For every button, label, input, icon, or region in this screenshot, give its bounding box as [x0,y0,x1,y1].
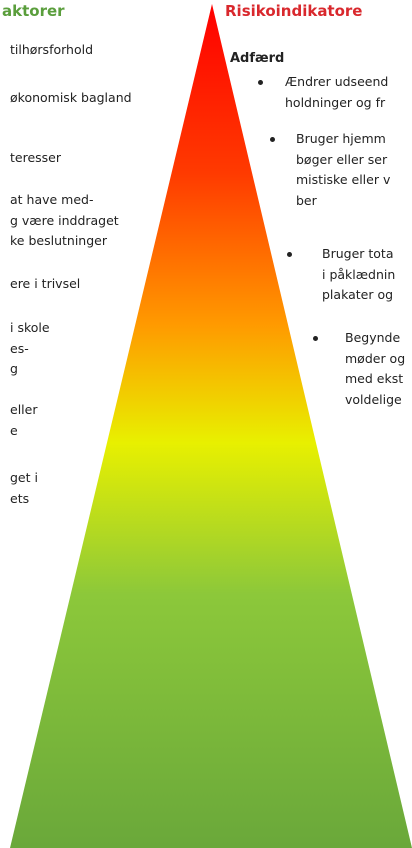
bullet-line: ber [296,192,317,208]
left-item-line: økonomisk bagland [10,90,132,105]
bullet-dot [313,336,318,341]
bullet-line: Ændrer udseend [285,74,389,89]
bullet-line: Begynde [345,330,401,345]
bullet-dot [287,252,292,257]
bullet-line: bøger eller ser [296,151,388,167]
left-item-line: get i [10,470,38,485]
left-item-line: i skole [10,320,50,335]
bullet-dot [270,137,275,142]
left-item-line: teresser [10,150,62,165]
left-item-line: ets [10,490,30,506]
left-item-line: es- [10,340,29,356]
left-item-line: ke beslutninger [10,233,107,248]
right-heading: Risikoindikatore [225,2,363,20]
bullet-line: Bruger tota [322,246,394,261]
bullet-line: holdninger og fr [285,94,386,110]
left-item-line: tilhørsforhold [10,42,94,57]
left-item-line: at have med- [10,192,94,207]
bullet-dot [258,80,263,85]
left-item-line: eller [10,402,38,417]
bullet-line: voldelige [345,391,402,407]
bullet-line: møder og [345,350,406,366]
gradient-triangle [10,4,412,848]
bullet-line: i påklædnin [322,266,396,282]
bullet-line: plakater og [322,287,394,302]
left-item-line: e [10,422,18,438]
left-item-line: g være inddraget [10,212,119,228]
left-item-line: ere i trivsel [10,276,81,291]
right-subheading: Adfærd [230,51,285,66]
left-item-line: g [10,361,18,376]
bullet-line: mistiske eller v [296,172,391,187]
bullet-line: Bruger hjemm [296,131,386,146]
left-heading: aktorer [2,2,65,20]
bullet-line: med ekst [345,371,404,386]
